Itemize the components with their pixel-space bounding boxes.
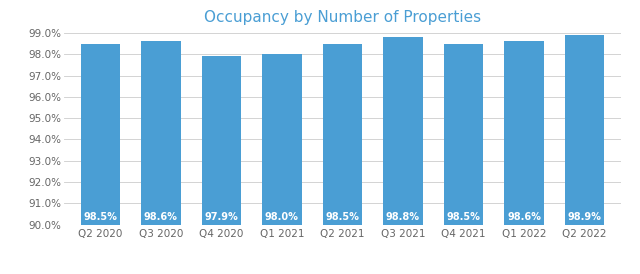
Text: 98.9%: 98.9%	[568, 212, 602, 222]
Title: Occupancy by Number of Properties: Occupancy by Number of Properties	[204, 10, 481, 25]
Bar	[323, 44, 362, 225]
Bar	[141, 41, 180, 225]
Bar	[565, 35, 604, 225]
Bar	[504, 41, 543, 225]
Bar	[262, 54, 301, 225]
Text: 97.9%: 97.9%	[205, 212, 238, 222]
Bar	[81, 44, 120, 225]
Text: 98.8%: 98.8%	[386, 212, 420, 222]
Text: 98.0%: 98.0%	[265, 212, 299, 222]
Bar	[202, 56, 241, 225]
Bar	[444, 44, 483, 225]
Text: 98.5%: 98.5%	[83, 212, 117, 222]
Bar	[383, 37, 422, 225]
Text: 98.5%: 98.5%	[326, 212, 359, 222]
Text: 98.6%: 98.6%	[144, 212, 178, 222]
Text: 98.5%: 98.5%	[447, 212, 481, 222]
Text: 98.6%: 98.6%	[507, 212, 541, 222]
